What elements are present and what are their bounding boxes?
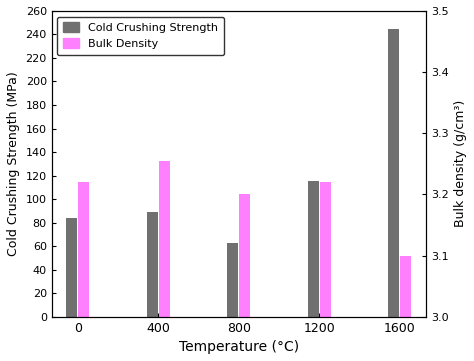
Y-axis label: Cold Crushing Strength (MPa): Cold Crushing Strength (MPa) (7, 71, 20, 256)
Bar (400, 256, 411, 317)
Bar (239, 194, 250, 317)
Bar (227, 243, 238, 317)
Bar (320, 182, 331, 317)
Y-axis label: Bulk density (g/cm³): Bulk density (g/cm³) (454, 100, 467, 227)
Bar (146, 212, 158, 317)
Bar (159, 161, 170, 317)
X-axis label: Temperature (°C): Temperature (°C) (179, 340, 299, 354)
Bar (66, 218, 77, 317)
Bar (388, 29, 399, 317)
Bar (308, 182, 319, 317)
Bar (78, 182, 89, 317)
Legend: Cold Crushing Strength, Bulk Density: Cold Crushing Strength, Bulk Density (57, 17, 224, 55)
